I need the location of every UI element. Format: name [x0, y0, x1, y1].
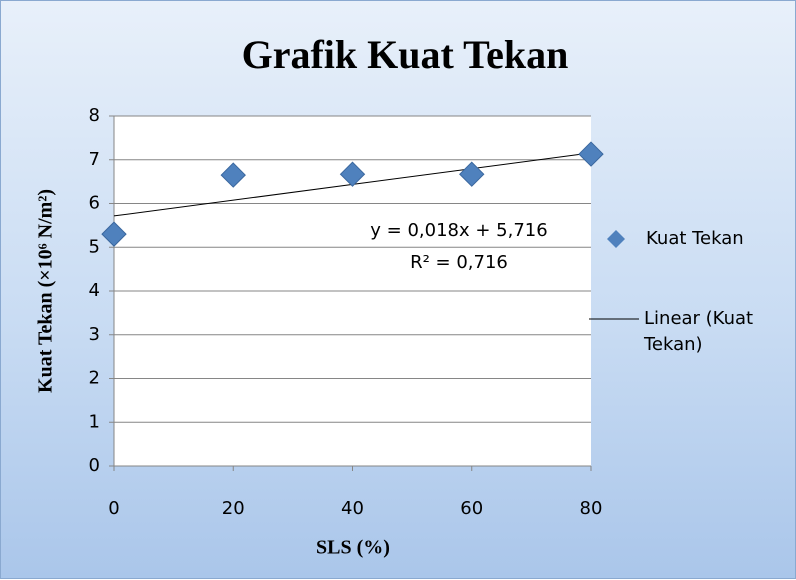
x-axis-label: SLS (%): [316, 537, 390, 559]
x-tick-label: 60: [460, 498, 483, 519]
marker: [459, 161, 485, 187]
x-tick-label: 40: [341, 498, 364, 519]
legend-label: Linear (Kuat Tekan): [644, 308, 754, 355]
y-tick-label: 7: [89, 149, 100, 170]
marker: [578, 141, 604, 167]
y-tick-label: 8: [89, 105, 100, 126]
legend-marker: [607, 230, 625, 248]
y-tick-label: 2: [89, 368, 100, 389]
y-tick-label: 1: [89, 411, 100, 432]
x-tick-label: 20: [222, 498, 245, 519]
y-axis-label: Kuat Tekan (×10⁶ N/m²): [35, 189, 57, 393]
trend-equation: y = 0,018x + 5,716: [370, 220, 547, 241]
chart-title: Grafik Kuat Tekan: [242, 32, 569, 77]
x-tick-label: 80: [580, 498, 603, 519]
legend-label: Kuat Tekan: [646, 228, 744, 249]
x-tick-label: 0: [108, 498, 119, 519]
y-tick-label: 0: [89, 455, 100, 476]
trend-r2: R² = 0,716: [410, 252, 508, 273]
y-tick-label: 6: [89, 193, 100, 214]
y-tick-label: 5: [89, 236, 100, 257]
marker: [220, 162, 246, 188]
marker: [101, 221, 127, 247]
y-tick-label: 4: [89, 280, 100, 301]
marker: [339, 161, 366, 187]
y-tick-label: 3: [89, 324, 100, 345]
